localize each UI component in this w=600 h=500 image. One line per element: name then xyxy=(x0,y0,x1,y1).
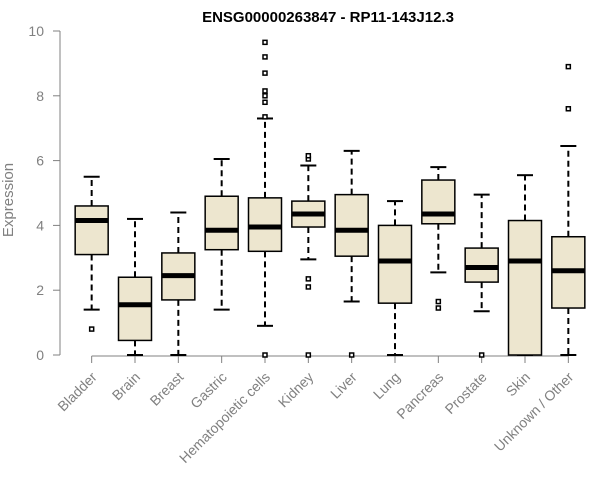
iqr-box xyxy=(204,195,239,251)
outlier-point xyxy=(305,284,312,290)
outlier-point xyxy=(435,305,442,311)
y-tick-label: 6 xyxy=(36,153,44,169)
box-brain xyxy=(117,217,153,356)
box-series xyxy=(74,39,586,358)
x-tick-label-pancreas: Pancreas xyxy=(393,369,446,422)
outlier-point xyxy=(565,106,572,112)
x-tick-label-breast: Breast xyxy=(147,369,187,409)
iqr-box xyxy=(421,179,456,225)
y-axis-label: Expression xyxy=(0,163,17,237)
iqr-box xyxy=(74,205,109,256)
outlier-point xyxy=(348,352,355,358)
y-axis: 0 2 4 6 8 10 xyxy=(28,23,61,363)
box-breast xyxy=(161,211,196,356)
iqr-box xyxy=(377,224,413,304)
box-liver xyxy=(334,149,369,358)
outlier-point xyxy=(305,352,312,358)
iqr-box xyxy=(507,219,543,356)
y-tick-label: 10 xyxy=(28,23,44,39)
outlier-point xyxy=(88,326,95,332)
y-tick-label: 4 xyxy=(36,217,44,233)
x-tick-label-gastric: Gastric xyxy=(187,369,230,412)
x-tick-label-lung: Lung xyxy=(370,369,403,402)
outlier-point xyxy=(305,152,312,159)
box-kidney xyxy=(291,152,326,358)
box-unknown-other xyxy=(551,63,586,356)
outlier-point xyxy=(478,352,485,358)
box-hematopoietic-cells xyxy=(247,39,283,358)
y-tick-label: 2 xyxy=(36,282,44,298)
outlier-point xyxy=(435,298,442,305)
chart-title: ENSG00000263847 - RP11-143J12.3 xyxy=(202,9,454,26)
iqr-box xyxy=(334,193,369,257)
x-tick-label-liver: Liver xyxy=(327,369,360,402)
x-tick-label-brain: Brain xyxy=(109,369,143,403)
x-tick-label-unknown-other: Unknown / Other xyxy=(491,369,577,455)
outlier-point xyxy=(262,352,268,358)
iqr-box xyxy=(117,276,153,342)
y-tick-label: 8 xyxy=(36,88,44,104)
outlier-point xyxy=(262,99,268,106)
x-tick-label-kidney: Kidney xyxy=(275,369,317,411)
box-lung xyxy=(377,200,413,356)
box-pancreas xyxy=(421,166,456,311)
x-tick-label-bladder: Bladder xyxy=(54,369,100,415)
box-skin xyxy=(507,174,543,356)
outlier-point xyxy=(262,54,268,60)
outlier-point xyxy=(262,88,268,94)
outlier-point xyxy=(262,114,268,120)
x-tick-label-skin: Skin xyxy=(503,369,534,400)
outlier-point xyxy=(565,63,572,70)
x-tick-label-prostate: Prostate xyxy=(442,369,490,417)
outlier-point xyxy=(262,39,268,46)
outlier-point xyxy=(262,93,268,99)
box-gastric xyxy=(204,157,239,311)
box-bladder xyxy=(74,175,109,332)
y-tick-label: 0 xyxy=(36,347,44,363)
outlier-point xyxy=(305,276,312,282)
outlier-point xyxy=(262,70,268,76)
box-prostate xyxy=(464,193,499,358)
